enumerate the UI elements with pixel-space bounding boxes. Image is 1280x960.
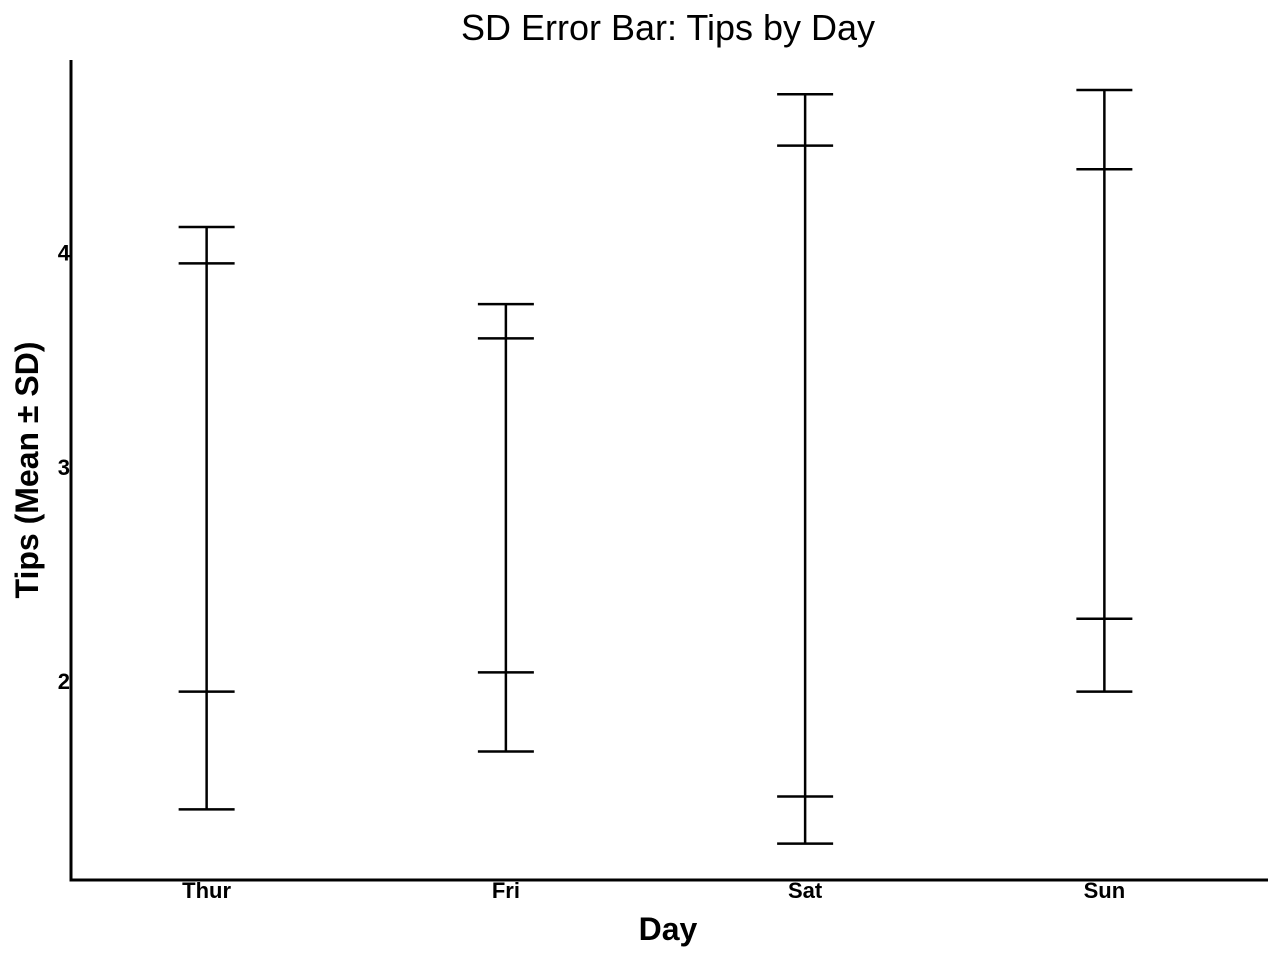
y-tick-labels: 2 3 4: [58, 241, 71, 694]
x-tick-labels: Thur Fri Sat Sun: [182, 878, 1125, 903]
y-tick-label: 2: [58, 669, 70, 694]
y-axis-label: Tips (Mean ± SD): [9, 342, 45, 599]
error-bar-thur: [178, 225, 235, 811]
x-tick-label: Fri: [492, 878, 520, 903]
y-tick-label: 4: [58, 241, 71, 266]
error-bars: [178, 88, 1133, 845]
chart-title: SD Error Bar: Tips by Day: [461, 7, 875, 48]
x-tick-label: Sun: [1084, 878, 1126, 903]
error-bar-sat: [777, 93, 834, 845]
y-tick-label: 3: [58, 455, 70, 480]
x-tick-label: Sat: [788, 878, 823, 903]
x-tick-label: Thur: [182, 878, 231, 903]
error-bar-sun: [1076, 88, 1133, 693]
x-axis-label: Day: [639, 911, 698, 947]
error-bar-fri: [477, 302, 534, 753]
